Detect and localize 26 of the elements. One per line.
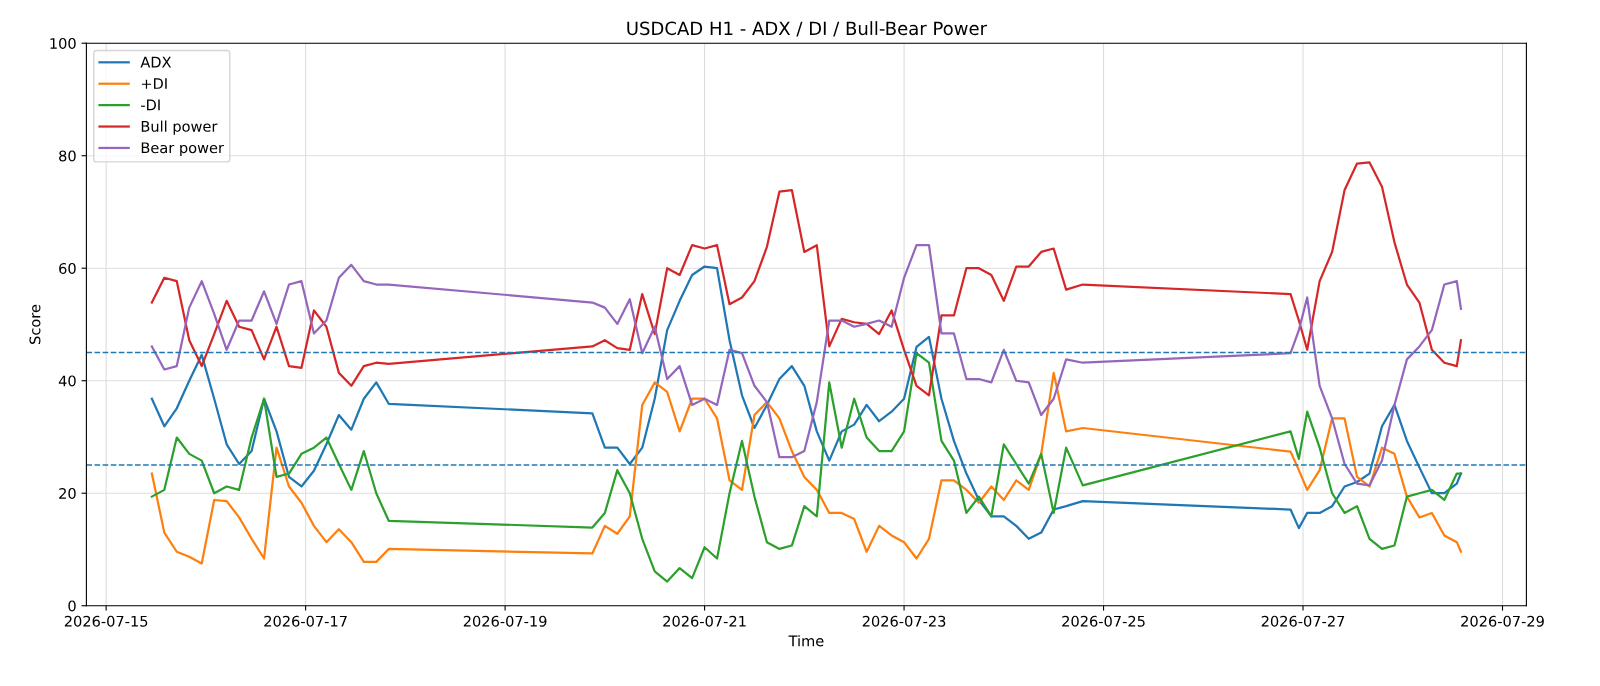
legend-label: Bear power <box>141 142 224 157</box>
line-series <box>150 371 1463 565</box>
legend-label: ADX <box>140 56 172 68</box>
x-tick-label: 2026-07-17 <box>264 615 347 627</box>
x-tick-label: 2026-07-27 <box>1261 615 1345 627</box>
x-tick-label: 2026-07-29 <box>1461 615 1544 627</box>
x-tick-label: 2026-07-23 <box>862 615 946 627</box>
y-tick-label: 20 <box>59 487 76 499</box>
line-series <box>150 161 1463 397</box>
y-tick-label: 40 <box>58 375 76 387</box>
chart-title: USDCAD H1 - ADX / DI / Bull-Bear Power <box>627 21 988 37</box>
y-tick-label: 0 <box>68 600 76 612</box>
y-tick-label: 60 <box>59 262 76 274</box>
legend-label: +DI <box>141 78 167 89</box>
legend-label: -DI <box>141 99 160 111</box>
x-tick-label: 2026-07-15 <box>64 615 148 627</box>
x-axis-title: Time <box>788 635 824 647</box>
y-axis-title: Score <box>29 304 41 344</box>
x-tick-label: 2026-07-19 <box>463 615 547 627</box>
line-series <box>150 352 1463 583</box>
y-tick-label: 100 <box>50 37 76 49</box>
x-tick-label: 2026-07-25 <box>1062 615 1145 627</box>
line-series <box>150 244 1463 487</box>
y-tick-label: 80 <box>59 150 76 162</box>
legend-label: Bull power <box>141 120 218 135</box>
x-tick-label: 2026-07-21 <box>663 615 746 627</box>
